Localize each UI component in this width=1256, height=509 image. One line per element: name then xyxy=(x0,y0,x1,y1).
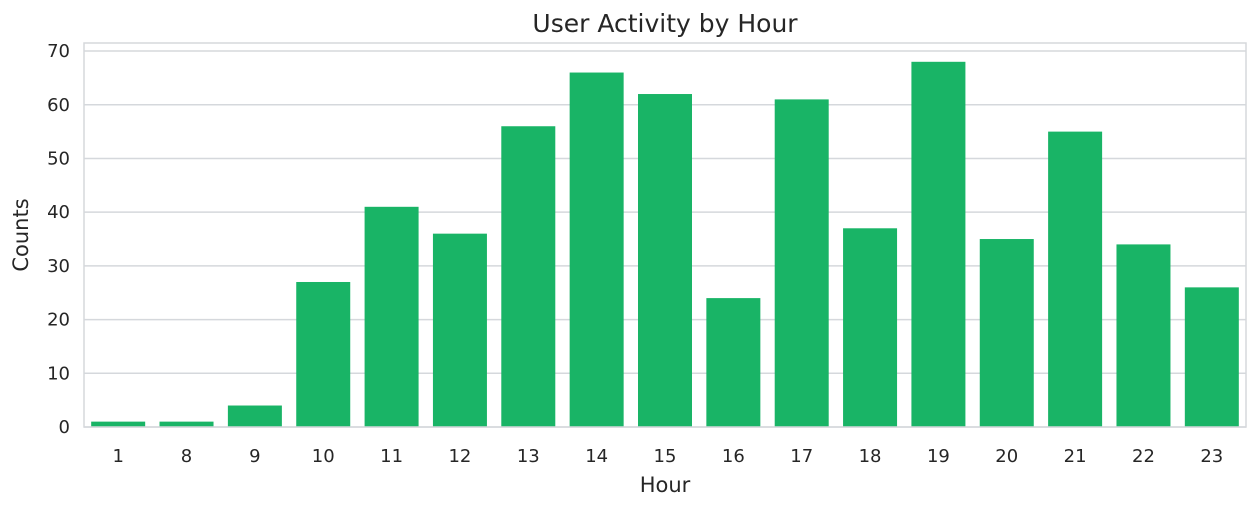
y-tick-label: 10 xyxy=(47,363,70,384)
y-tick-label: 50 xyxy=(47,148,70,169)
x-tick-label: 11 xyxy=(380,446,403,467)
bar-hour-21 xyxy=(1048,131,1103,427)
y-tick-label: 40 xyxy=(47,202,70,223)
x-tick-label: 16 xyxy=(722,446,745,467)
bar-hour-16 xyxy=(706,298,761,427)
plot-frame xyxy=(83,42,1247,428)
x-axis-label: Hour xyxy=(640,473,691,497)
bar-hour-15 xyxy=(638,94,692,427)
bar-hour-1 xyxy=(91,421,146,427)
x-tick-label: 15 xyxy=(654,446,677,467)
x-tick-label: 17 xyxy=(790,446,813,467)
y-tick-label: 20 xyxy=(47,310,70,331)
x-tick-label: 8 xyxy=(181,446,192,467)
x-tick-label: 20 xyxy=(995,446,1018,467)
x-tick-label: 12 xyxy=(448,446,471,467)
x-tick-label: 14 xyxy=(585,446,608,467)
y-tick-labels: 0 10 20 30 40 50 60 70 xyxy=(47,41,70,438)
bar-hour-18 xyxy=(843,228,898,427)
x-tick-label: 10 xyxy=(312,446,335,467)
bar-hour-13 xyxy=(501,126,556,428)
x-tick-label: 21 xyxy=(1064,446,1087,467)
x-tick-label: 23 xyxy=(1200,446,1223,467)
bar-hour-20 xyxy=(979,239,1034,427)
x-tick-label: 18 xyxy=(859,446,882,467)
bars xyxy=(91,61,1239,428)
x-tick-label: 1 xyxy=(112,446,123,467)
bar-hour-17 xyxy=(774,99,829,428)
y-tick-label: 70 xyxy=(47,41,70,62)
bar-hour-9 xyxy=(227,405,282,427)
bar-hour-22 xyxy=(1116,244,1171,427)
y-tick-label: 30 xyxy=(47,256,70,277)
x-tick-labels: 1 8 9 10 11 12 13 14 15 16 17 18 19 20 21 22 23 xyxy=(112,446,1223,467)
x-tick-label: 19 xyxy=(927,446,950,467)
chart-title: User Activity by Hour xyxy=(532,9,798,38)
y-axis-label: Counts xyxy=(9,198,33,271)
bar-hour-19 xyxy=(911,61,966,427)
bar-hour-23 xyxy=(1184,287,1239,427)
bar-hour-8 xyxy=(159,421,214,427)
y-tick-label: 60 xyxy=(47,95,70,116)
bar-hour-10 xyxy=(296,281,351,427)
x-tick-label: 22 xyxy=(1132,446,1155,467)
bar-hour-12 xyxy=(432,233,487,427)
bar-hour-11 xyxy=(364,206,419,427)
bar-hour-14 xyxy=(569,72,624,428)
y-tick-label: 0 xyxy=(59,417,70,438)
x-tick-label: 9 xyxy=(249,446,260,467)
x-tick-label: 13 xyxy=(517,446,540,467)
